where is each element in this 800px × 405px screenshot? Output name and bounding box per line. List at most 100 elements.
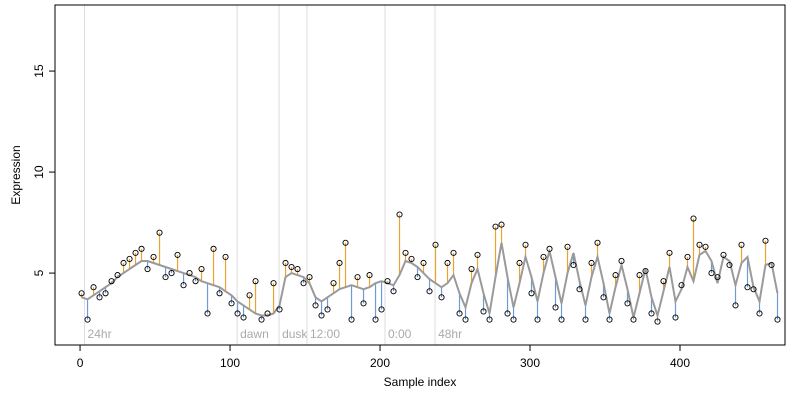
point <box>768 261 775 269</box>
point <box>720 251 727 258</box>
point <box>402 249 409 256</box>
point <box>708 270 715 277</box>
point <box>498 221 505 228</box>
point <box>594 239 601 246</box>
point <box>504 310 511 317</box>
point <box>264 310 271 317</box>
point <box>312 302 319 309</box>
point <box>252 278 259 285</box>
point <box>660 278 667 285</box>
marker-label: 12:00 <box>310 327 340 341</box>
point <box>714 274 721 281</box>
point <box>774 316 781 323</box>
point <box>756 310 763 317</box>
point <box>162 274 169 281</box>
point <box>372 316 379 323</box>
point <box>666 249 673 256</box>
point <box>636 272 643 279</box>
point <box>390 288 397 295</box>
point <box>378 306 385 313</box>
y-tick-label: 5 <box>32 269 46 276</box>
point <box>762 237 769 244</box>
point <box>360 300 367 307</box>
point <box>738 241 745 248</box>
marker-label: dusk <box>282 327 308 341</box>
point <box>438 294 445 301</box>
point <box>540 253 547 260</box>
point <box>234 310 241 317</box>
point <box>534 316 541 323</box>
marker-label: 48hr <box>438 327 462 341</box>
point <box>354 274 361 281</box>
point <box>186 270 193 277</box>
point <box>624 300 631 307</box>
point <box>210 245 217 252</box>
point <box>648 310 655 317</box>
point <box>582 316 589 323</box>
point <box>642 268 649 275</box>
point <box>654 318 661 325</box>
point <box>180 282 187 289</box>
point <box>288 263 295 271</box>
point <box>684 253 691 260</box>
point <box>750 286 757 293</box>
point <box>480 308 487 315</box>
point <box>552 304 559 311</box>
y-axis-label: Expression <box>9 145 23 204</box>
point <box>564 243 571 250</box>
point <box>270 280 277 287</box>
point <box>408 255 415 262</box>
point <box>156 229 163 236</box>
point <box>492 223 499 230</box>
x-tick-label: 100 <box>220 356 240 370</box>
point <box>96 294 103 301</box>
point <box>600 294 607 301</box>
point <box>282 259 289 267</box>
point <box>366 272 373 279</box>
point <box>336 259 343 267</box>
point <box>420 259 427 267</box>
point <box>240 314 247 321</box>
point <box>558 316 565 323</box>
point <box>108 278 115 285</box>
point <box>528 290 535 297</box>
plot-frame <box>54 4 786 346</box>
point <box>318 312 325 319</box>
point <box>516 259 523 267</box>
point <box>726 261 733 269</box>
point <box>204 310 211 317</box>
point <box>432 241 439 248</box>
marker-label: 0:00 <box>388 327 412 341</box>
point <box>294 265 301 273</box>
point <box>330 280 337 287</box>
point <box>174 251 181 258</box>
point <box>414 274 421 281</box>
point <box>84 316 91 323</box>
point <box>102 290 109 297</box>
point <box>306 274 313 281</box>
point <box>696 241 703 248</box>
point <box>114 272 121 279</box>
point <box>522 241 529 248</box>
point <box>570 261 577 269</box>
point <box>672 314 679 321</box>
point <box>546 245 553 252</box>
point <box>150 253 157 260</box>
y-tick-label: 15 <box>32 64 46 78</box>
point <box>426 288 433 295</box>
x-tick-label: 300 <box>520 356 540 370</box>
point <box>126 255 133 262</box>
point <box>78 290 85 297</box>
point <box>444 259 451 267</box>
point <box>384 278 391 285</box>
marker-label: 24hr <box>88 327 112 341</box>
point <box>744 284 751 291</box>
point <box>276 306 283 313</box>
point <box>690 215 697 222</box>
point <box>144 265 151 273</box>
point <box>396 211 403 218</box>
point <box>342 239 349 246</box>
x-tick-label: 0 <box>77 356 84 370</box>
point <box>120 259 127 267</box>
